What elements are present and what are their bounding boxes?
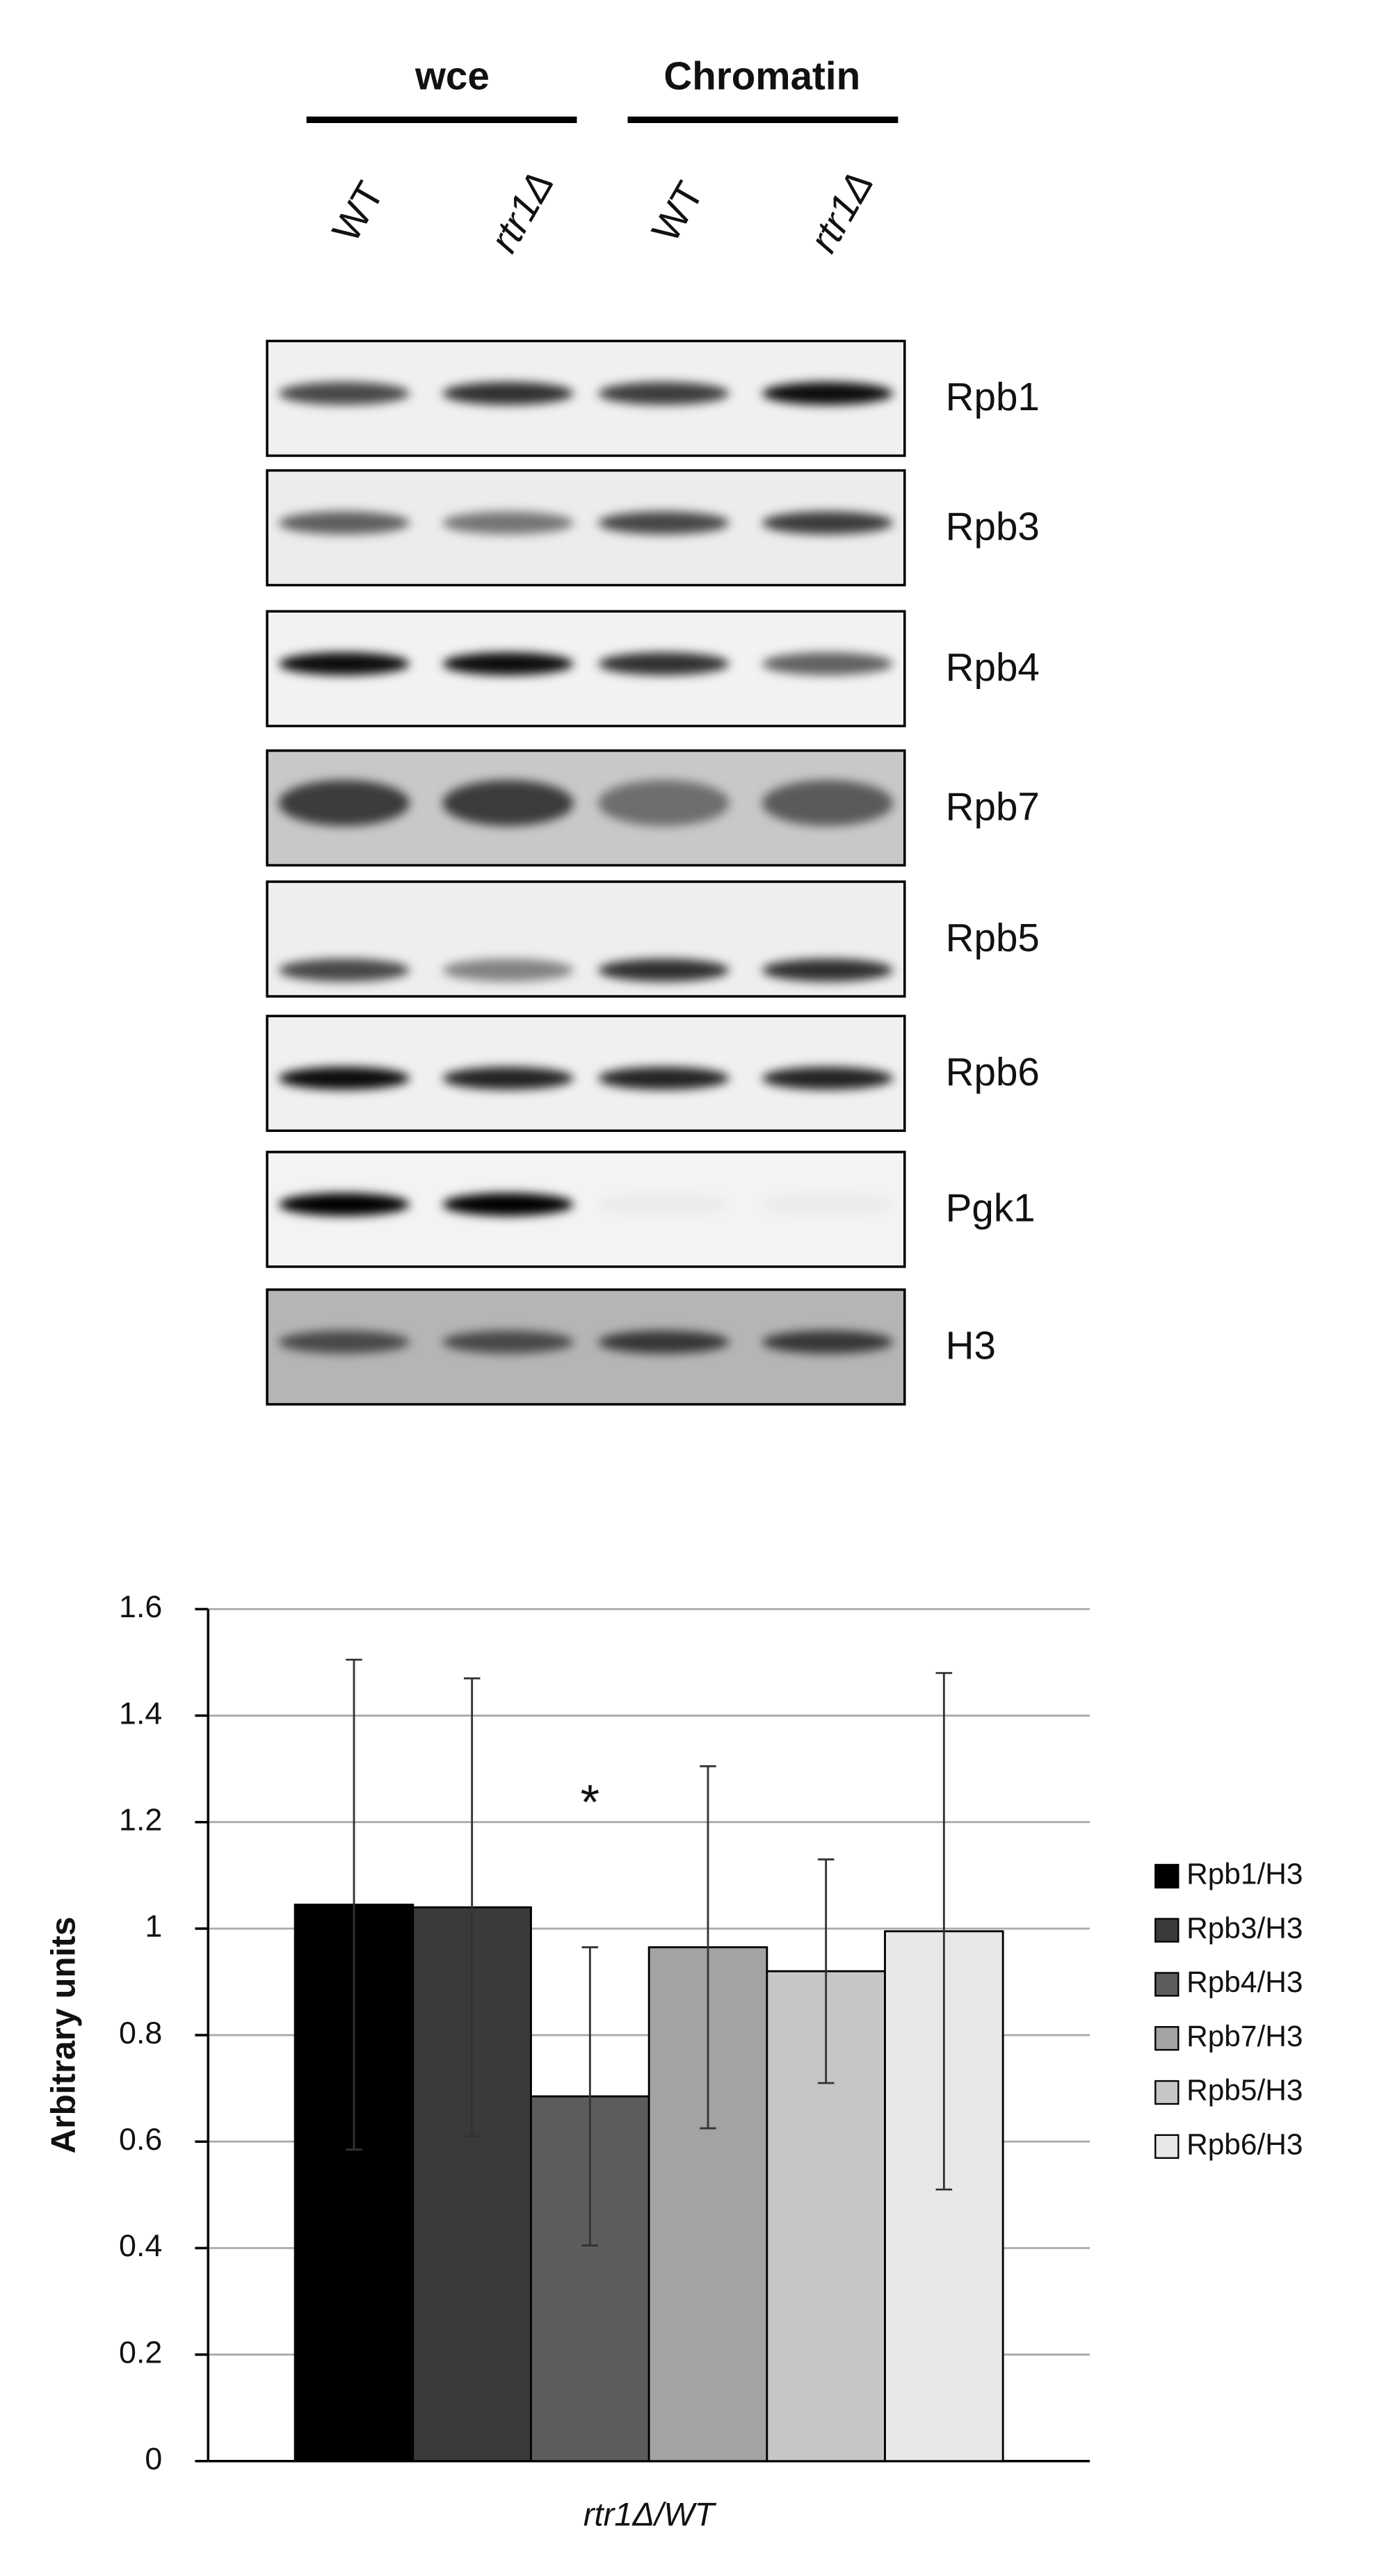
lane-label: WT (643, 175, 712, 250)
band (598, 1330, 730, 1354)
band (598, 1193, 730, 1216)
lane-label: rtr1Δ (801, 163, 882, 259)
group-label: Chromatin (663, 54, 860, 97)
band (762, 1193, 894, 1216)
legend-swatch (1154, 1918, 1179, 1943)
band (278, 1192, 410, 1216)
band (442, 779, 574, 826)
y-axis-title: Arbitrary units (44, 1917, 82, 2154)
y-tick-label: 1.6 (119, 1589, 162, 1624)
legend-swatch (1154, 2080, 1179, 2105)
legend-swatch (1154, 1863, 1179, 1889)
band (278, 958, 410, 982)
y-tick-label: 1.2 (119, 1803, 162, 1838)
protein-label: Rpb7 (946, 784, 1040, 828)
annotation: * (581, 1774, 600, 1829)
lane-label: WT (323, 175, 392, 250)
band (598, 779, 730, 826)
legend-swatch (1154, 1972, 1179, 1997)
band (762, 1330, 894, 1354)
band (442, 382, 574, 405)
protein-label: Rpb4 (946, 645, 1040, 689)
y-tick-label: 0 (145, 2442, 162, 2477)
band (278, 382, 410, 405)
band (598, 1067, 730, 1090)
y-tick-label: 1.4 (119, 1696, 162, 1731)
band (278, 1330, 410, 1354)
lane-label: rtr1Δ (481, 163, 562, 259)
band (442, 1067, 574, 1090)
band (442, 1330, 574, 1354)
blot-bands (278, 958, 894, 982)
band (762, 382, 894, 405)
blot-bands (278, 1192, 894, 1216)
band (598, 652, 730, 676)
legend-swatch (1154, 2026, 1179, 2051)
protein-label: Rpb5 (946, 916, 1040, 959)
legend-label: Rpb6/H3 (1186, 2128, 1303, 2160)
legend-label: Rpb5/H3 (1186, 2074, 1303, 2107)
y-tick-label: 0.2 (119, 2335, 162, 2370)
x-tick-label: rtr1Δ/WT (583, 2495, 717, 2532)
protein-label: Rpb6 (946, 1050, 1040, 1094)
band (598, 958, 730, 982)
blot-bands (278, 652, 894, 676)
legend-label: Rpb7/H3 (1186, 2020, 1303, 2052)
band (598, 382, 730, 405)
blot-bands (278, 511, 894, 535)
protein-label: Rpb3 (946, 504, 1040, 548)
protein-label: Rpb1 (946, 375, 1040, 419)
protein-label: H3 (946, 1324, 996, 1368)
band (278, 1067, 410, 1090)
group-label: wce (414, 54, 490, 97)
band (762, 779, 894, 826)
band (762, 958, 894, 982)
y-tick-label: 0.4 (119, 2228, 162, 2263)
y-tick-label: 0.6 (119, 2122, 162, 2157)
legend-swatch (1154, 2134, 1179, 2159)
blot-bands (278, 1067, 894, 1090)
band (442, 652, 574, 676)
legend-label: Rpb4/H3 (1186, 1966, 1303, 1998)
y-tick-label: 1 (145, 1909, 162, 1944)
band (762, 511, 894, 535)
band (598, 511, 730, 535)
legend-label: Rpb3/H3 (1186, 1911, 1303, 1944)
blot-bands (278, 779, 894, 826)
y-tick-label: 0.8 (119, 2016, 162, 2050)
band (762, 1067, 894, 1090)
band (442, 511, 574, 535)
band (762, 652, 894, 676)
blot-bands (278, 382, 894, 405)
band (442, 958, 574, 982)
band (442, 1192, 574, 1216)
blot-bands (278, 1330, 894, 1354)
band (278, 779, 410, 826)
legend-label: Rpb1/H3 (1186, 1858, 1303, 1890)
protein-label: Pgk1 (946, 1186, 1036, 1230)
band (278, 652, 410, 676)
band (278, 511, 410, 535)
